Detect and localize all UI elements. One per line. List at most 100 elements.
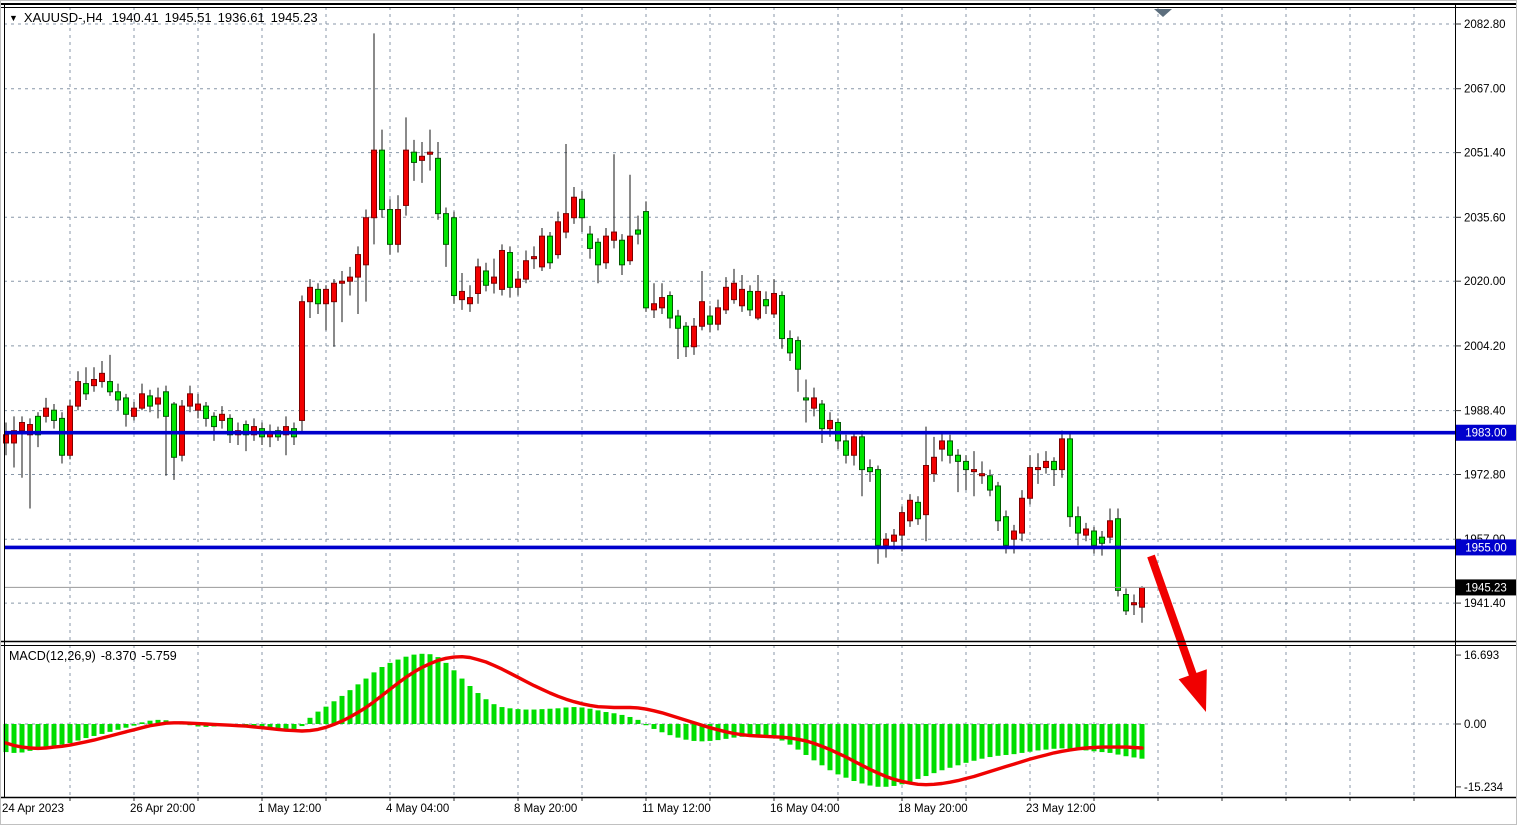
price-axis-label: 2020.00 <box>1464 276 1506 288</box>
candle-bullish <box>27 424 33 436</box>
candle-bullish <box>571 196 577 219</box>
price-axis-label: 2035.60 <box>1464 212 1506 224</box>
macd-bar <box>507 708 513 724</box>
candle-bearish <box>147 395 153 407</box>
macd-bar <box>675 724 681 738</box>
macd-bar <box>731 724 737 738</box>
macd-bar <box>499 707 505 724</box>
candle-bearish <box>1091 530 1097 546</box>
candle-bearish <box>987 475 993 491</box>
candle-bearish <box>1051 460 1057 471</box>
symbol-dropdown-icon[interactable]: ▼ <box>9 13 18 23</box>
candle-bullish <box>611 231 617 241</box>
macd-bar <box>147 720 153 724</box>
candle-bullish <box>155 397 161 405</box>
macd-bar <box>1083 724 1089 751</box>
candle-bullish <box>899 512 905 536</box>
candle-bullish <box>219 413 225 421</box>
macd-bar <box>443 662 449 724</box>
candle-bullish <box>603 235 609 264</box>
candle-bullish <box>923 464 929 516</box>
macd-bar <box>1067 724 1073 749</box>
candle-bullish <box>43 407 49 417</box>
candle-bullish <box>75 381 81 407</box>
candle-bullish <box>739 288 745 307</box>
candle-bullish <box>827 419 833 430</box>
macd-bar <box>539 709 545 724</box>
macd-bar <box>331 701 337 724</box>
level-price-badge-1955.00[interactable]: 1955.00 <box>1456 539 1516 556</box>
ohlc-low: 1936.61 <box>217 10 265 25</box>
macd-bar <box>587 708 593 724</box>
candle-bearish <box>1115 518 1121 591</box>
macd-axis-label: 0.00 <box>1464 719 1486 731</box>
candle-bullish <box>99 372 105 383</box>
candle-bullish <box>1107 520 1113 538</box>
macd-bar <box>899 724 905 785</box>
macd-name: MACD(12,26,9) <box>9 649 96 663</box>
macd-bar <box>763 724 769 737</box>
macd-bar <box>875 724 881 787</box>
candle-bearish <box>59 417 65 456</box>
macd-signal-value: -5.759 <box>141 649 177 663</box>
macd-bar <box>779 724 785 741</box>
candle-bearish <box>243 424 249 436</box>
macd-bar <box>619 714 625 724</box>
macd-bar <box>27 724 33 751</box>
price-axis-label: 1988.40 <box>1464 406 1506 418</box>
level-price-badge-1983.00[interactable]: 1983.00 <box>1456 424 1516 441</box>
candle-bullish <box>491 276 497 284</box>
macd-bar <box>859 724 865 784</box>
price-axis-label: 1972.80 <box>1464 470 1506 482</box>
macd-bar <box>611 713 617 724</box>
candle-bullish <box>651 303 657 311</box>
chart-shift-marker-icon[interactable] <box>1154 9 1172 17</box>
macd-bar <box>355 684 361 724</box>
macd-bar <box>107 724 113 732</box>
candle-bullish <box>371 149 377 219</box>
macd-bar <box>59 724 65 745</box>
candle-bearish <box>867 467 873 473</box>
macd-bar <box>627 716 633 724</box>
macd-bar <box>1027 724 1033 752</box>
macd-bar <box>67 724 73 743</box>
macd-bar <box>835 724 841 775</box>
trend-arrow[interactable] <box>1147 554 1207 712</box>
macd-bar <box>419 653 425 724</box>
candle-bullish <box>1035 467 1041 471</box>
candle-bullish <box>251 426 257 436</box>
macd-bar <box>99 724 105 734</box>
macd-bar <box>83 724 89 739</box>
date-label: 4 May 04:00 <box>386 803 449 815</box>
candle-bullish <box>1131 602 1137 606</box>
macd-bar <box>467 686 473 724</box>
candle-bullish <box>891 534 897 542</box>
candle-bearish <box>843 440 849 456</box>
macd-bar <box>339 695 345 724</box>
macd-bar <box>155 719 161 724</box>
candle-bearish <box>955 454 961 462</box>
date-label: 1 May 12:00 <box>258 803 321 815</box>
candle-bullish <box>723 286 729 311</box>
macd-bar <box>307 717 313 724</box>
macd-bar <box>923 724 929 777</box>
macd-bar <box>963 724 969 763</box>
macd-bar <box>291 724 297 729</box>
candle-bullish <box>347 276 353 282</box>
date-label: 26 Apr 20:00 <box>130 803 195 815</box>
macd-bar <box>907 724 913 782</box>
macd-bar <box>267 724 273 730</box>
price-axis-label: 2067.00 <box>1464 84 1506 96</box>
macd-bar <box>491 704 497 724</box>
candle-bearish <box>995 485 1001 522</box>
candle-bearish <box>547 235 553 264</box>
candle-bullish <box>771 292 777 315</box>
macd-bar <box>851 724 857 781</box>
macd-indicator-label: MACD(12,26,9) -8.370 -5.759 <box>9 649 182 663</box>
candle-bullish <box>427 151 433 155</box>
candle-bearish <box>819 403 825 430</box>
macd-bar <box>435 657 441 724</box>
macd-bar <box>699 724 705 742</box>
